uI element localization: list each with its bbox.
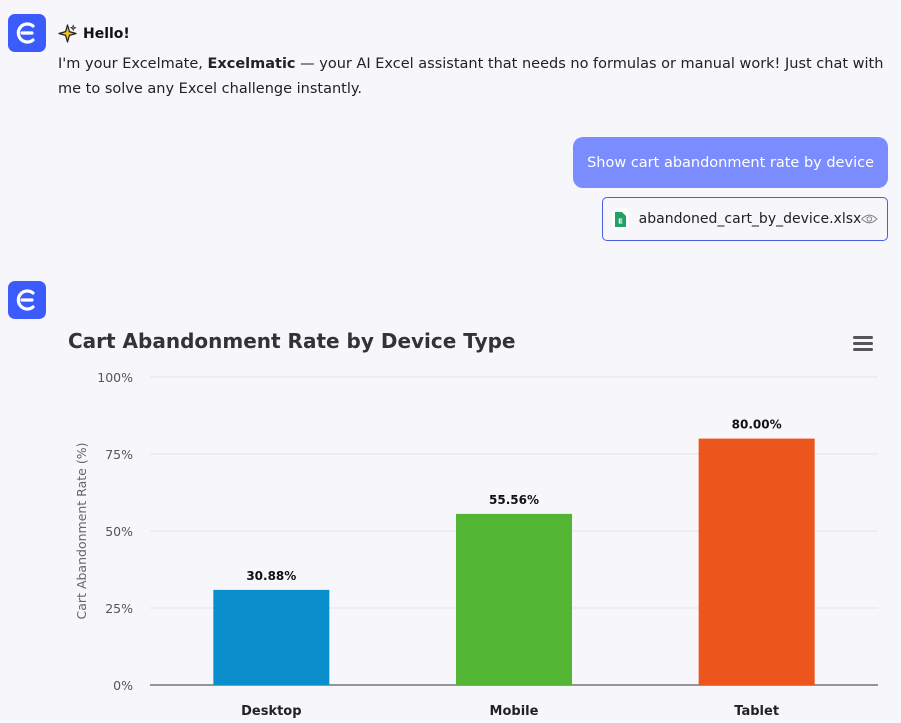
excelmatic-logo-icon — [8, 281, 46, 319]
greeting-title: Hello! — [58, 24, 130, 43]
y-tick-label: 0% — [113, 678, 133, 693]
y-tick-label: 75% — [105, 447, 133, 462]
sparkle-icon — [58, 24, 77, 43]
chart-menu-icon[interactable] — [853, 335, 873, 351]
eye-icon[interactable] — [861, 212, 878, 226]
y-tick-label: 50% — [105, 524, 133, 539]
bar-desktop — [213, 589, 330, 685]
y-tick-label: 100% — [97, 370, 133, 385]
user-message-text: Show cart abandonment rate by device — [587, 154, 874, 171]
data-label: 55.56% — [489, 493, 539, 507]
bar-mobile — [456, 513, 572, 685]
chart-title: Cart Abandonment Rate by Device Type — [68, 329, 516, 353]
x-tick-label: Tablet — [734, 704, 779, 719]
data-label: 80.00% — [732, 418, 782, 432]
y-tick-label: 25% — [105, 601, 133, 616]
greeting-post: — your AI Excel assistant that needs no … — [58, 56, 884, 97]
x-tick-label: Desktop — [241, 704, 301, 719]
greeting-message: I'm your Excelmate, Excelmatic — your AI… — [58, 52, 893, 102]
svg-text:E: E — [618, 217, 623, 225]
excelmatic-logo-icon — [8, 14, 46, 52]
attachment-chip[interactable]: E abandoned_cart_by_device.xlsx — [602, 197, 888, 241]
greeting-pre: I'm your Excelmate, — [58, 56, 208, 72]
y-axis-title: Cart Abandonment Rate (%) — [74, 443, 89, 620]
spreadsheet-file-icon: E — [612, 208, 629, 230]
greeting-brand: Excelmatic — [207, 56, 296, 72]
x-tick-label: Mobile — [490, 704, 539, 719]
bar-tablet — [698, 438, 815, 685]
user-message-bubble: Show cart abandonment rate by device — [573, 137, 888, 188]
attachment-filename: abandoned_cart_by_device.xlsx — [638, 211, 862, 227]
greeting-title-text: Hello! — [83, 25, 130, 42]
data-label: 30.88% — [246, 569, 296, 583]
